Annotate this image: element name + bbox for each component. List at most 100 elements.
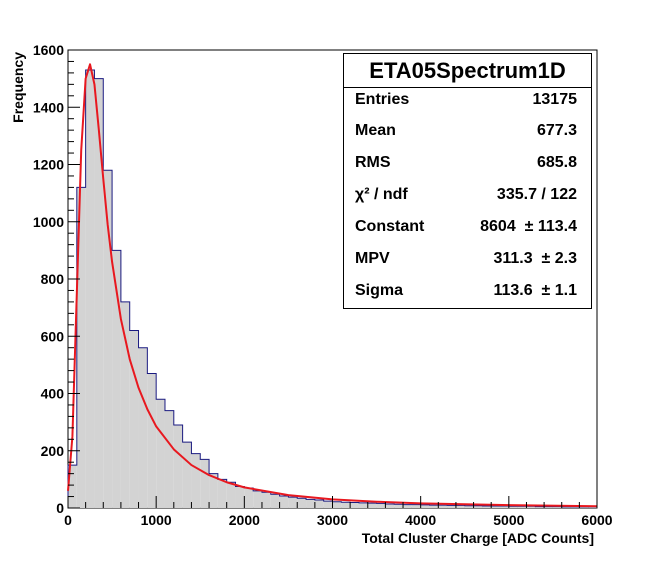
histogram-bin [455,505,465,508]
stat-value: 335.7 / 122 [496,186,577,203]
histogram-bin [306,499,315,508]
histogram-bin [385,503,395,508]
stat-value: 113.6 ± 1.1 [493,282,577,299]
histogram-bin [261,492,271,508]
x-tick-label: 3000 [317,512,348,528]
stat-value: 677.3 [536,122,577,139]
stat-value: 13175 [532,91,578,108]
fit-curve [67,63,598,508]
histogram-bin [173,424,183,508]
histogram-bin [579,506,589,508]
stat-row-chi2: χ² / ndf 335.7 / 122 [355,184,577,206]
y-tick-label: 200 [41,443,65,459]
histogram-bin [120,301,130,508]
histogram-bin [588,506,597,508]
stats-title: ETA05Spectrum1D [344,54,591,88]
histogram-bin [376,503,386,508]
histogram-bin [438,505,448,508]
histogram-bin [200,459,210,508]
x-axis-label: Total Cluster Charge [ADC Counts] [362,530,594,546]
histogram-bin [491,505,501,508]
histogram-bin [473,505,483,508]
histogram-bin [279,495,289,508]
x-tick-label: 1000 [141,512,172,528]
stat-value: 685.8 [536,154,577,171]
stat-row-mean: Mean 677.3 [355,120,577,142]
axes-layer: 0 1000 2000 3000 4000 5000 6000 0 200 400 600 800 10… [33,42,613,528]
histogram-bin [367,503,377,508]
histogram-bin [464,505,474,508]
y-tick-label: 1200 [33,157,64,173]
y-tick-label: 1600 [33,42,64,58]
stat-value: 311.3 ± 2.3 [493,250,577,267]
histogram-bin [341,502,351,508]
histogram-bin [112,250,121,508]
histogram-bin [517,506,527,508]
histogram-bin [420,504,430,508]
x-tick-label: 2000 [229,512,260,528]
x-tick-label: 0 [64,512,72,528]
histogram-bin [244,487,254,508]
histogram-bin [394,504,404,508]
histogram-bin [561,506,571,508]
histogram-bin [288,497,298,508]
stat-label: Sigma [355,282,404,299]
y-tick-label: 600 [41,328,65,344]
stat-label: Constant [355,218,425,235]
histogram-bin [164,410,174,508]
stat-label: χ² / ndf [355,186,408,203]
histogram-bin [323,501,333,508]
histogram-bin [297,498,307,508]
histogram-bin [191,453,201,508]
histogram-bin [253,490,262,508]
histogram-bin [350,502,359,508]
y-tick-label: 800 [41,271,65,287]
histogram-bin [138,347,148,508]
histogram-bin [94,78,104,508]
histogram-bin [217,479,227,508]
histogram-bin [570,506,580,508]
y-tick-label: 1400 [33,99,64,115]
stat-label: RMS [355,154,391,171]
histogram-bin [235,486,245,508]
y-tick-label: 1000 [33,214,64,230]
y-tick-label: 400 [41,386,65,402]
stat-label: MPV [355,250,390,267]
histogram-bin [156,399,165,508]
stat-row-entries: Entries 13175 [355,89,577,111]
histogram-bin [85,70,95,508]
histogram-bin [429,505,439,508]
histogram-bin [500,505,509,508]
x-tick-label: 5000 [493,512,524,528]
histogram-layer [67,69,598,508]
y-axis-label: Frequency [10,52,26,123]
stat-row-rms: RMS 685.8 [355,152,577,174]
stat-value: 8604 ± 113.4 [480,218,577,235]
histogram-bin [226,482,236,508]
histogram-bin [182,442,192,508]
histogram-bin [411,504,421,508]
stats-box: ETA05Spectrum1D Entries 13175 Mean 677.3… [343,53,592,309]
histogram-bin [482,505,492,508]
stat-label: Mean [355,122,396,139]
histogram-bin [209,473,218,508]
stat-label: Entries [355,91,410,108]
histogram-bin [103,170,113,508]
stat-row-sigma: Sigma 113.6 ± 1.1 [355,280,577,302]
histogram-bin [270,494,280,508]
stat-row-constant: Constant 8604 ± 113.4 [355,216,577,238]
histogram-bin [68,465,77,508]
histogram-bin [314,499,324,508]
histogram-bin [447,505,456,508]
histogram-bin [147,373,157,508]
x-tick-label: 4000 [405,512,436,528]
histogram-outline [67,69,598,508]
histogram-bin [358,502,368,508]
histogram-bin [535,506,545,508]
stat-row-mpv: MPV 311.3 ± 2.3 [355,248,577,270]
histogram-bin [332,501,342,508]
histogram-bin [76,187,86,508]
y-tick-label: 0 [56,500,64,516]
x-tick-label: 6000 [581,512,612,528]
histogram-bin [403,504,412,508]
